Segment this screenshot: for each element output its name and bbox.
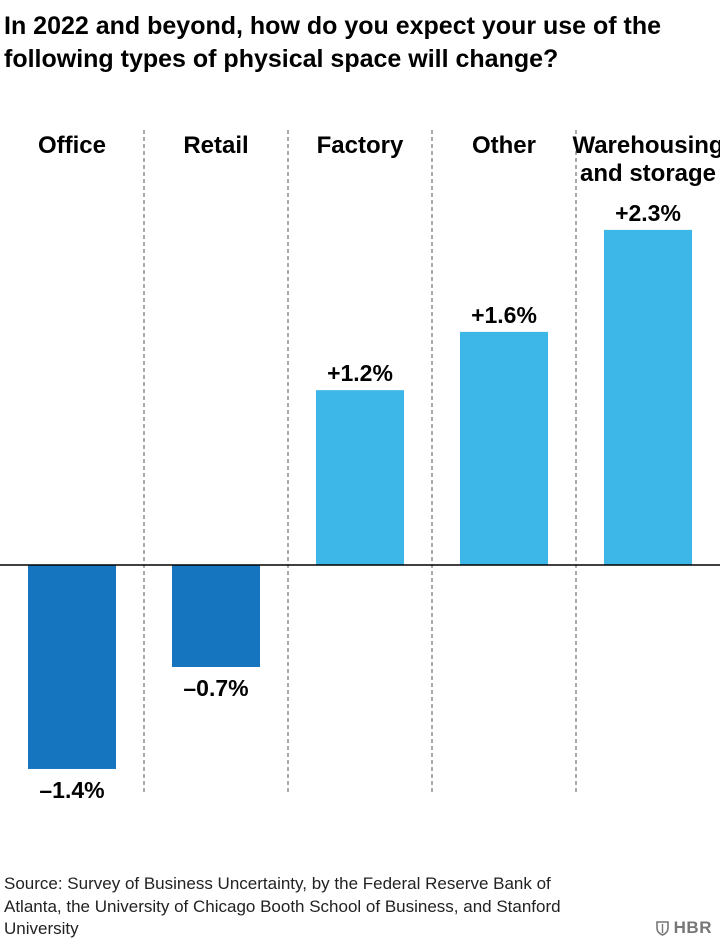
category-label: Retail	[183, 132, 248, 159]
category-separators	[143, 130, 577, 795]
value-label: –1.4%	[39, 777, 104, 803]
bar	[604, 229, 692, 565]
bar	[316, 390, 404, 565]
bars	[28, 229, 692, 769]
value-label: +1.2%	[327, 360, 393, 386]
shield-icon	[655, 920, 669, 936]
value-label: –0.7%	[183, 675, 248, 701]
bar	[460, 331, 548, 565]
chart-title: In 2022 and beyond, how do you expect yo…	[4, 12, 662, 73]
brand-logo: HBR	[655, 918, 712, 938]
value-labels: –1.4% –0.7% +1.2% +1.6% +2.3%	[39, 200, 681, 803]
category-label: and storage	[580, 160, 716, 187]
category-label: Other	[472, 132, 536, 159]
source-note: Source: Survey of Business Uncertainty, …	[4, 874, 561, 938]
bar	[172, 565, 260, 667]
category-label: Factory	[317, 132, 404, 159]
brand-text: HBR	[673, 918, 712, 937]
bar	[28, 565, 116, 769]
category-label: Warehousing	[572, 132, 720, 159]
value-label: +1.6%	[471, 302, 537, 328]
category-label: Office	[38, 132, 106, 159]
value-label: +2.3%	[615, 200, 681, 226]
